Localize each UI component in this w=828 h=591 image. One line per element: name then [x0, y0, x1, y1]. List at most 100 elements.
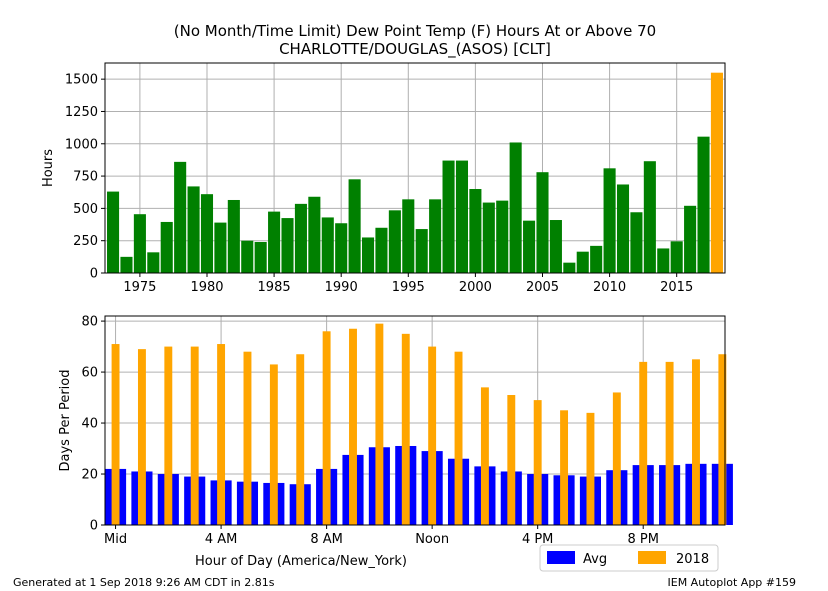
bar-year-2008 [576, 251, 589, 273]
bar-2018-hour-19 [612, 392, 621, 525]
bar-year-2018 [710, 72, 723, 273]
y-tick-label: 250 [73, 234, 98, 249]
bar-2018-hour-3 [190, 346, 199, 525]
bar-2018-hour-22 [692, 359, 700, 525]
bar-year-2010 [603, 168, 616, 273]
bar-2018-hour-14 [480, 387, 489, 525]
y-tick-label: 1250 [65, 105, 98, 120]
y-tick-label: 20 [81, 468, 98, 483]
bar-2018-hour-12 [428, 346, 437, 525]
legend-box [539, 544, 719, 572]
bar-year-2003 [509, 142, 522, 273]
bar-year-1997 [429, 199, 442, 273]
bar-year-1989 [321, 217, 334, 273]
bar-2018-hour-16 [533, 400, 542, 525]
bar-2018-hour-5 [243, 351, 252, 525]
bottom-y-axis: 0 20 40 60 80 [81, 315, 105, 534]
top-y-axis-label: Hours [41, 149, 56, 187]
bar-year-1982 [227, 199, 240, 273]
x-tick-label: 1975 [123, 280, 156, 295]
y-tick-label: 1500 [65, 73, 98, 88]
x-tick-label: 1990 [325, 280, 358, 295]
bar-year-2004 [523, 220, 536, 273]
bar-2018-hour-4 [217, 344, 226, 525]
y-tick-label: 40 [81, 417, 98, 432]
bar-2018-hour-17 [560, 410, 569, 525]
bar-year-2016 [684, 205, 697, 273]
legend: Avg 2018 [539, 544, 719, 572]
y-tick-label: 0 [90, 267, 98, 282]
bottom-x-axis: Mid 4 AM 8 AM Noon 4 PM 8 PM [104, 525, 659, 547]
bar-year-1993 [375, 227, 388, 273]
y-tick-label: 500 [73, 202, 98, 217]
bar-year-1974 [120, 256, 133, 273]
bar-2018-hour-7 [296, 354, 305, 525]
y-tick-label: 60 [81, 366, 98, 381]
bar-year-1975 [133, 214, 146, 273]
bar-year-1988 [308, 196, 321, 273]
bar-year-1977 [160, 221, 173, 273]
bar-year-1973 [107, 191, 120, 273]
bar-year-1985 [268, 211, 281, 273]
bar-year-1983 [241, 240, 254, 273]
bar-2018-hour-9 [349, 328, 357, 525]
bar-year-1980 [200, 194, 214, 273]
bar-year-1978 [174, 161, 187, 273]
chart-title-line2: CHARLOTTE/DOUGLAS_(ASOS) [CLT] [279, 40, 551, 59]
bottom-y-axis-label: Days Per Period [58, 370, 73, 472]
bar-year-2007 [563, 262, 576, 273]
bar-year-1984 [254, 241, 267, 273]
bar-year-2000 [469, 189, 482, 273]
bar-2018-hour-8 [322, 331, 331, 525]
bar-year-1995 [402, 199, 415, 273]
bar-year-1981 [214, 222, 227, 273]
bar-2018-hour-0 [111, 344, 120, 525]
x-tick-label: 2005 [526, 280, 559, 295]
bar-2018-hour-6 [269, 364, 278, 525]
bar-2018-hour-1 [137, 349, 146, 525]
bar-year-1976 [147, 252, 160, 273]
bar-2018-hour-15 [507, 395, 516, 525]
top-bars [107, 72, 723, 273]
bar-year-2002 [496, 200, 509, 273]
x-tick-label: 1980 [190, 280, 223, 295]
x-tick-label: Noon [415, 532, 449, 547]
bar-year-1999 [455, 160, 469, 273]
bar-year-2015 [670, 241, 683, 273]
bar-year-2017 [697, 136, 710, 273]
bar-2018-hour-21 [665, 361, 674, 525]
yearly-hours-chart: 1975 1980 1985 1990 1995 2000 2005 2010 2015 0 25… [41, 62, 726, 295]
x-tick-label: 4 AM [205, 532, 238, 547]
top-y-axis: 0 250 500 750 1000 1250 1500 [65, 73, 105, 282]
bar-2018-hour-11 [401, 333, 410, 525]
bottom-x-axis-label: Hour of Day (America/New_York) [195, 554, 407, 569]
x-tick-label: 8 PM [627, 532, 658, 547]
bar-year-2014 [657, 248, 670, 273]
bar-year-1996 [415, 229, 428, 273]
bar-year-1979 [187, 186, 200, 273]
bar-year-2001 [482, 202, 495, 273]
footer-generated: Generated at 1 Sep 2018 9:26 AM CDT in 2… [13, 576, 275, 589]
bar-year-1986 [281, 218, 294, 273]
x-tick-label: Mid [104, 532, 127, 547]
top-plot-frame [104, 62, 726, 274]
bar-2018-hour-13 [454, 351, 463, 525]
bar-year-1994 [388, 210, 401, 273]
x-tick-label: 4 PM [522, 532, 553, 547]
chart-title-line1: (No Month/Time Limit) Dew Point Temp (F)… [174, 22, 656, 40]
bar-year-1990 [335, 223, 348, 273]
x-tick-label: 1995 [392, 280, 425, 295]
legend-label-avg: Avg [583, 552, 607, 567]
x-tick-label: 2000 [459, 280, 492, 295]
bar-year-2005 [536, 172, 549, 273]
legend-swatch-avg [547, 551, 575, 564]
bar-year-2011 [616, 184, 630, 273]
footer-app: IEM Autoplot App #159 [668, 576, 797, 589]
bar-year-1991 [348, 179, 361, 273]
bar-year-2006 [549, 220, 562, 273]
bar-2018-hour-10 [375, 323, 384, 525]
bar-year-2009 [590, 245, 603, 273]
x-tick-label: 1985 [258, 280, 291, 295]
bar-year-1992 [361, 237, 375, 273]
